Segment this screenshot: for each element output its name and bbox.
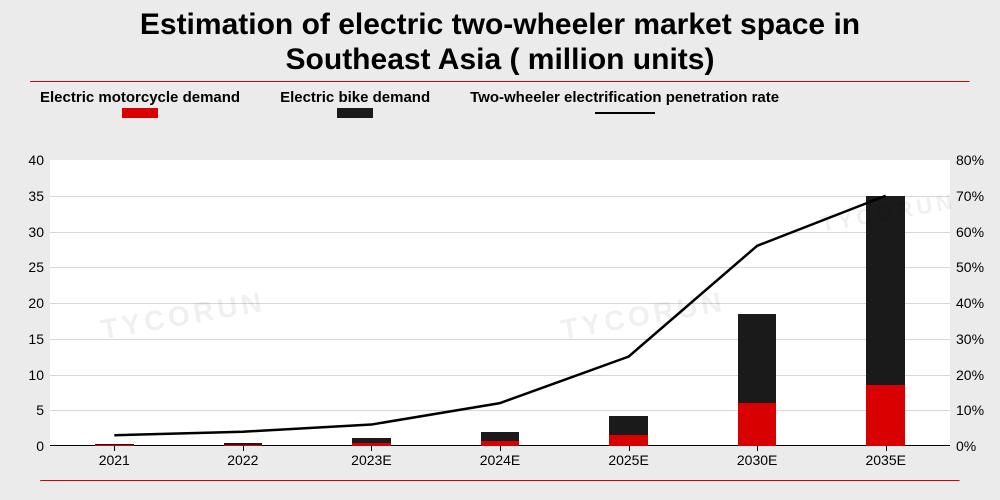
- y-left-tick-label: 0: [36, 438, 50, 454]
- y-left-tick-label: 30: [28, 224, 50, 240]
- y-left-tick-label: 25: [28, 259, 50, 275]
- y-right-tick-label: 70%: [950, 188, 984, 204]
- title-line-1: Estimation of electric two-wheeler marke…: [0, 8, 1000, 43]
- divider-bottom: [40, 480, 960, 482]
- x-tick-label: 2030E: [737, 446, 777, 468]
- penetration-line: [50, 160, 950, 446]
- legend-label-motorcycle: Electric motorcycle demand: [40, 89, 240, 106]
- legend-swatch-bike: [337, 108, 373, 118]
- y-right-tick-label: 30%: [950, 331, 984, 347]
- y-right-tick-label: 0%: [950, 438, 976, 454]
- legend-item-motorcycle: Electric motorcycle demand: [40, 89, 240, 118]
- y-left-tick-label: 20: [28, 295, 50, 311]
- legend-line-penetration: [595, 112, 655, 114]
- divider-top: [30, 81, 970, 83]
- legend-item-bike: Electric bike demand: [280, 89, 430, 118]
- plot-area: 05101520253035400%10%20%30%40%50%60%70%8…: [50, 160, 950, 446]
- x-tick-label: 2024E: [480, 446, 520, 468]
- x-tick-label: 2021: [99, 446, 130, 468]
- y-left-tick-label: 40: [28, 152, 50, 168]
- y-right-tick-label: 50%: [950, 259, 984, 275]
- page-root: Estimation of electric two-wheeler marke…: [0, 0, 1000, 500]
- y-right-tick-label: 20%: [950, 367, 984, 383]
- x-tick-label: 2035E: [865, 446, 905, 468]
- y-left-tick-label: 5: [36, 402, 50, 418]
- y-left-tick-label: 10: [28, 367, 50, 383]
- y-right-tick-label: 80%: [950, 152, 984, 168]
- legend-label-bike: Electric bike demand: [280, 89, 430, 106]
- y-right-tick-label: 60%: [950, 224, 984, 240]
- y-right-tick-label: 40%: [950, 295, 984, 311]
- legend-swatch-motorcycle: [122, 108, 158, 118]
- x-tick-label: 2022: [227, 446, 258, 468]
- plot: 05101520253035400%10%20%30%40%50%60%70%8…: [50, 160, 950, 446]
- x-tick-label: 2023E: [351, 446, 391, 468]
- y-right-tick-label: 10%: [950, 402, 984, 418]
- y-left-tick-label: 15: [28, 331, 50, 347]
- x-tick-label: 2025E: [608, 446, 648, 468]
- title-line-2: Southeast Asia ( million units): [0, 43, 1000, 78]
- legend: Electric motorcycle demand Electric bike…: [0, 89, 1000, 118]
- chart-title: Estimation of electric two-wheeler marke…: [0, 0, 1000, 77]
- legend-label-penetration: Two-wheeler electrification penetration …: [470, 89, 779, 106]
- y-left-tick-label: 35: [28, 188, 50, 204]
- legend-item-penetration: Two-wheeler electrification penetration …: [470, 89, 779, 114]
